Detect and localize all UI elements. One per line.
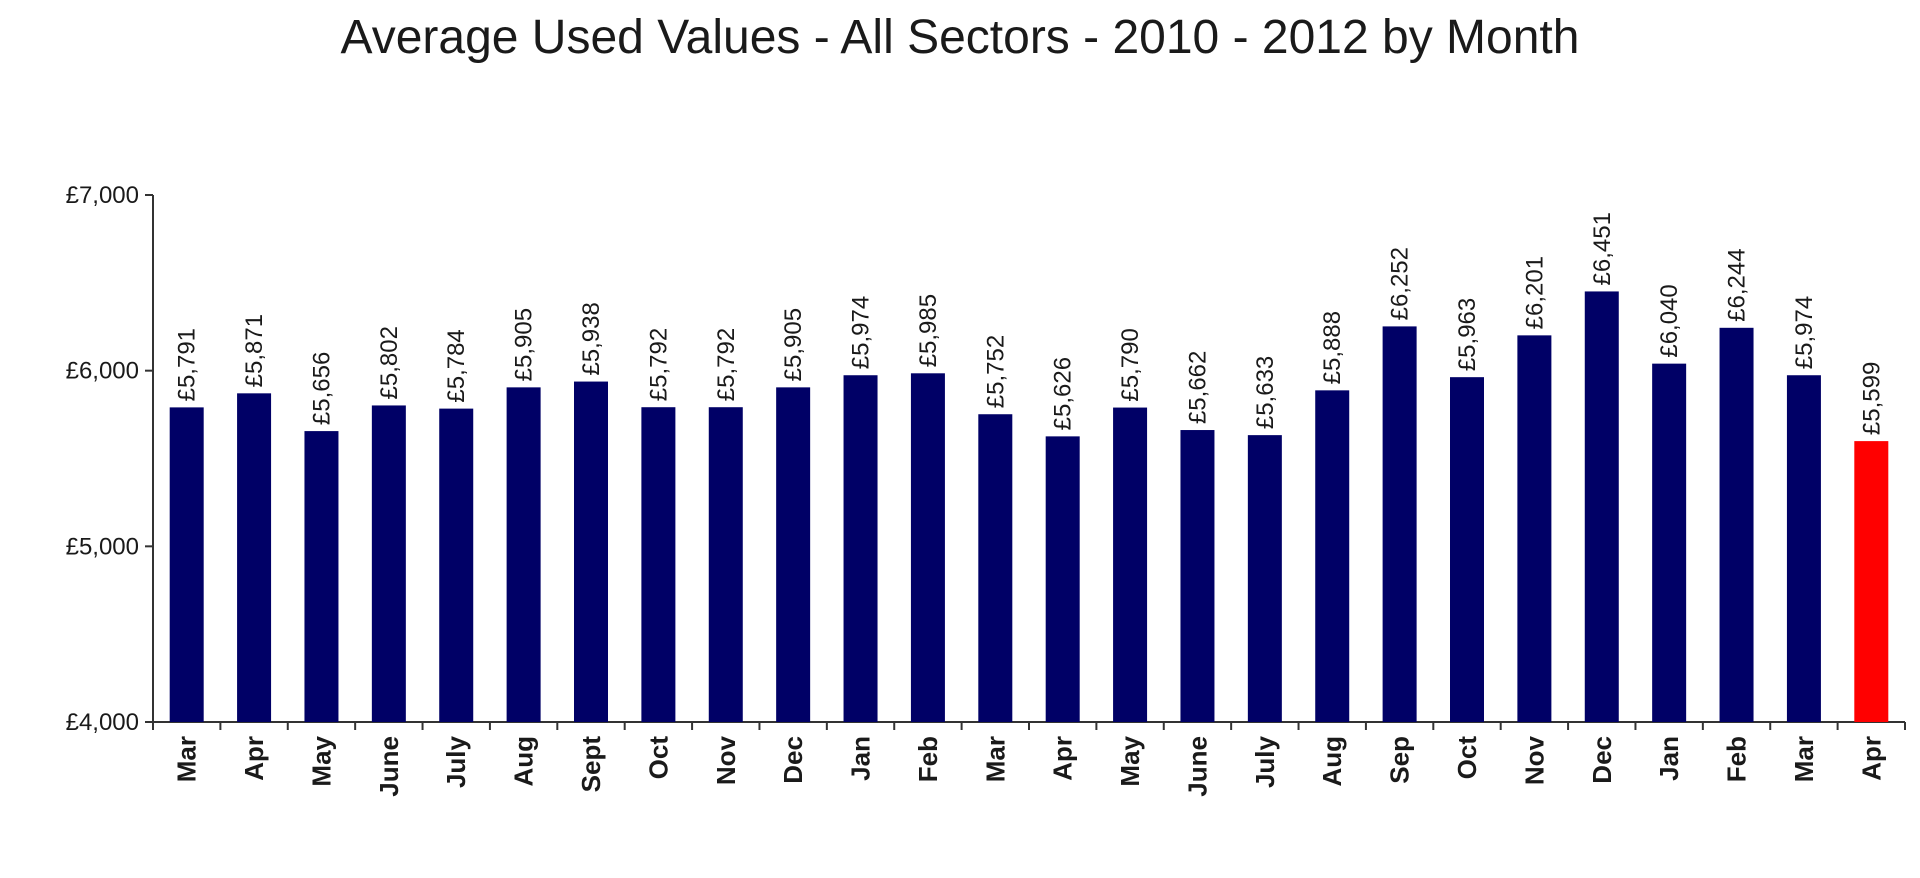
y-tick-label: £5,000 bbox=[66, 533, 139, 560]
x-tick-label: June bbox=[374, 736, 404, 797]
data-label: £5,905 bbox=[780, 308, 807, 381]
bar bbox=[506, 387, 541, 722]
bar bbox=[1854, 441, 1889, 722]
data-label: £5,871 bbox=[241, 314, 268, 387]
bar bbox=[978, 414, 1013, 722]
bar bbox=[1584, 291, 1619, 722]
data-label: £5,974 bbox=[1791, 296, 1818, 369]
x-tick-label: July bbox=[441, 735, 471, 788]
x-tick-label: Mar bbox=[980, 736, 1010, 782]
data-label: £5,985 bbox=[915, 294, 942, 367]
x-tick-label: Oct bbox=[1452, 736, 1482, 780]
x-tick-label: Nov bbox=[1519, 735, 1549, 785]
bar bbox=[843, 375, 878, 722]
x-tick-label: Dec bbox=[1587, 736, 1617, 784]
data-label: £5,888 bbox=[1319, 311, 1346, 384]
data-label: £5,963 bbox=[1454, 298, 1481, 371]
bar bbox=[304, 431, 339, 722]
data-label: £5,938 bbox=[578, 302, 605, 375]
data-label: £6,451 bbox=[1589, 212, 1616, 285]
x-tick-label: Apr bbox=[239, 736, 269, 781]
data-label: £5,633 bbox=[1252, 356, 1279, 429]
x-tick-label: May bbox=[1115, 735, 1145, 786]
bar bbox=[1652, 363, 1687, 722]
data-label: £5,792 bbox=[645, 328, 672, 401]
x-tick-label: Oct bbox=[643, 736, 673, 780]
bar bbox=[641, 407, 676, 722]
data-label: £5,792 bbox=[713, 328, 740, 401]
x-tick-label: Mar bbox=[1789, 736, 1819, 782]
bar bbox=[237, 393, 272, 722]
y-tick-label: £6,000 bbox=[66, 358, 139, 385]
data-label: £5,790 bbox=[1117, 328, 1144, 401]
data-label: £5,784 bbox=[443, 329, 470, 402]
y-tick-label: £4,000 bbox=[66, 709, 139, 736]
x-tick-label: Nov bbox=[711, 735, 741, 785]
data-label: £6,201 bbox=[1521, 256, 1548, 329]
bar bbox=[1315, 390, 1350, 722]
bar bbox=[708, 407, 743, 722]
data-label: £6,252 bbox=[1387, 247, 1414, 320]
x-tick-label: Sep bbox=[1385, 736, 1415, 784]
data-label: £5,662 bbox=[1184, 351, 1211, 424]
bar bbox=[1786, 375, 1821, 722]
axes: £4,000 £5,000 £6,000 £7,000 Mar Apr May June Jul… bbox=[66, 182, 1906, 797]
x-tick-label: May bbox=[306, 735, 336, 786]
data-label: £6,244 bbox=[1724, 248, 1751, 321]
x-tick-label: June bbox=[1182, 736, 1212, 797]
x-tick-label: July bbox=[1250, 735, 1280, 788]
x-tick-label: Feb bbox=[913, 736, 943, 782]
bars bbox=[169, 291, 1889, 722]
bar bbox=[776, 387, 811, 722]
data-label: £5,974 bbox=[848, 296, 875, 369]
x-tick-label: Jan bbox=[1654, 736, 1684, 781]
data-label: £5,791 bbox=[174, 328, 201, 401]
bar bbox=[574, 381, 608, 722]
data-label: £5,905 bbox=[511, 308, 538, 381]
data-label: £5,599 bbox=[1858, 362, 1885, 435]
x-tick-label: Mar bbox=[172, 736, 202, 782]
x-tick-label: Aug bbox=[1317, 736, 1347, 787]
data-label: £5,656 bbox=[308, 352, 335, 425]
bar bbox=[1450, 377, 1484, 722]
bar bbox=[1382, 326, 1417, 722]
bar bbox=[1180, 430, 1215, 722]
bar bbox=[1113, 407, 1148, 722]
x-tick-label: Apr bbox=[1856, 736, 1886, 781]
bar bbox=[910, 373, 945, 722]
x-tick-label: Dec bbox=[778, 736, 808, 784]
bar bbox=[1247, 435, 1282, 722]
bar bbox=[1719, 327, 1754, 722]
bar bbox=[1045, 436, 1080, 722]
chart-title: Average Used Values - All Sectors - 2010… bbox=[340, 11, 1580, 64]
data-label: £5,626 bbox=[1050, 357, 1077, 430]
data-label: £6,040 bbox=[1656, 284, 1683, 357]
data-label: £5,752 bbox=[982, 335, 1009, 408]
data-label: £5,802 bbox=[376, 326, 403, 399]
x-tick-label: Aug bbox=[509, 736, 539, 787]
x-tick-label: Jan bbox=[846, 736, 876, 781]
x-tick-label: Sept bbox=[576, 736, 606, 793]
x-tick-label: Apr bbox=[1048, 736, 1078, 781]
bar bbox=[439, 408, 474, 722]
bar bbox=[371, 405, 406, 722]
value-labels: £5,791 £5,871 £5,656 £5,802 £5,784 £5,905 £5,9… bbox=[174, 212, 1886, 435]
y-tick-label: £7,000 bbox=[66, 182, 139, 209]
bar bbox=[169, 407, 204, 722]
bar bbox=[1517, 335, 1552, 722]
x-tick-label: Feb bbox=[1722, 736, 1752, 782]
